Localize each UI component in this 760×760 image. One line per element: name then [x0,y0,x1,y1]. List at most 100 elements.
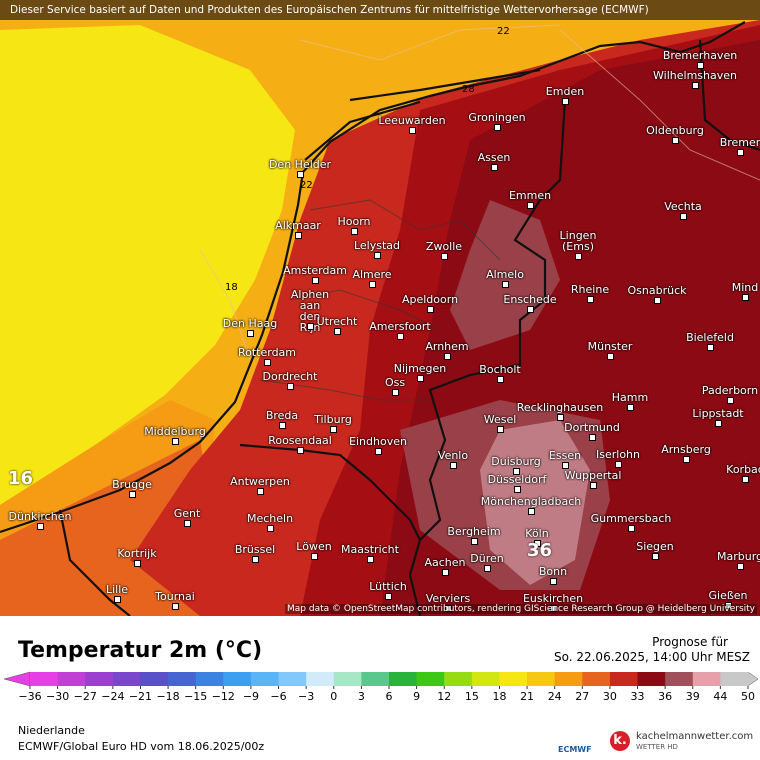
site-sub: WETTER HD [636,743,678,751]
scale-segment [57,672,86,686]
contour-label: 22 [300,180,313,191]
scale-segment [30,672,59,686]
city-label: Siegen [636,540,674,553]
city-marker [374,252,381,259]
city-label: Marburg [716,550,760,563]
city-label: Almelo [486,268,524,281]
city-label: Vechta [664,200,702,213]
city-marker [184,520,191,527]
scale-segment [389,672,418,686]
contour-label: 16 [8,468,34,489]
forecast-label: Prognose für [652,635,728,649]
city-label: Lingen (Ems) [559,229,597,253]
scale-segment [361,672,390,686]
city-marker [502,281,509,288]
city-label: Hamm [611,391,649,404]
city-label: Rheine [570,283,610,296]
city-marker [491,164,498,171]
scale-segment [692,672,721,686]
city-marker [528,508,535,515]
city-label: Düsseldorf [487,473,547,486]
city-marker [442,569,449,576]
scale-tick-label: 30 [603,690,617,703]
city-marker [737,149,744,156]
scale-segment [140,672,169,686]
city-marker [312,277,319,284]
city-marker [672,137,679,144]
city-label: Dordrecht [262,370,318,383]
city-marker [654,297,661,304]
city-label: Euskirchen [522,592,584,605]
scale-segment [278,672,307,686]
scale-segment [195,672,224,686]
city-label: Den Haag [222,317,278,330]
city-label: Middelburg [144,425,206,438]
city-label: Brüssel [234,543,276,556]
city-marker [279,422,286,429]
contour-label: 36 [527,540,553,561]
scale-segment [168,672,197,686]
city-label: Groningen [468,111,526,124]
city-label: Rotterdam [237,346,297,359]
city-label: Wuppertal [564,469,622,482]
city-label: Apeldoorn [401,293,459,306]
city-label: Bocholt [479,363,521,376]
scale-tick-label: −18 [156,690,179,703]
banner: Dieser Service basiert auf Daten und Pro… [0,0,760,20]
scale-segment [112,672,141,686]
city-label: Bielefeld [686,331,734,344]
city-label: Mind [731,281,759,294]
city-marker [715,420,722,427]
city-marker [692,82,699,89]
city-marker [737,563,744,570]
city-label: Breda [265,409,299,422]
scale-segment [306,672,335,686]
city-label: Osnabrück [627,284,687,297]
city-label: Gießen [708,589,748,602]
scale-segment [85,672,114,686]
city-marker [627,404,634,411]
attribution: Map data © OpenStreetMap contributors, r… [285,604,757,614]
city-marker [615,461,622,468]
scale-segment [527,672,556,686]
city-marker [557,414,564,421]
city-marker [427,306,434,313]
city-marker [375,448,382,455]
city-marker [114,596,121,603]
scale-tick-label: 39 [686,690,700,703]
scale-tick-label: −12 [212,690,235,703]
city-label: Essen [548,449,582,462]
city-label: Aachen [424,556,466,569]
city-label: Münster [587,340,633,353]
city-marker [471,538,478,545]
city-label: Amersfoort [369,320,431,333]
city-label: Utrecht [316,315,358,328]
city-label: Emmen [508,189,552,202]
scale-tick-label: 27 [575,690,589,703]
legend-title: Temperatur 2m (°C) [18,638,263,663]
scale-tick-label: −21 [129,690,152,703]
city-label: Maastricht [341,543,399,556]
legend: −36 −30 −27 −24 −21 −18 −15 −12 −9 −6 −3 0 3 6 9 12 15 18… [3,671,759,703]
city-marker [550,578,557,585]
scale-segment [499,672,528,686]
city-marker [514,486,521,493]
site-name: kachelmannwetter.com [636,731,754,742]
city-label: Eindhoven [349,435,407,448]
scale-tick-label: 12 [437,690,451,703]
scale-tick-label: 6 [386,690,393,703]
city-marker [257,488,264,495]
scale-tick-label: 21 [520,690,534,703]
city-label: Dünkirchen [8,510,72,523]
city-label: Roosendaal [268,434,332,447]
city-marker [295,232,302,239]
city-marker [494,124,501,131]
scale-segment [416,672,445,686]
city-label: Mönchengladbach [480,495,582,508]
city-label: Bonn [538,565,568,578]
city-marker [513,468,520,475]
city-label: Assen [477,151,511,164]
site-icon: k. [610,731,630,751]
city-label: Nijmegen [393,362,447,375]
scale-segment [471,672,500,686]
